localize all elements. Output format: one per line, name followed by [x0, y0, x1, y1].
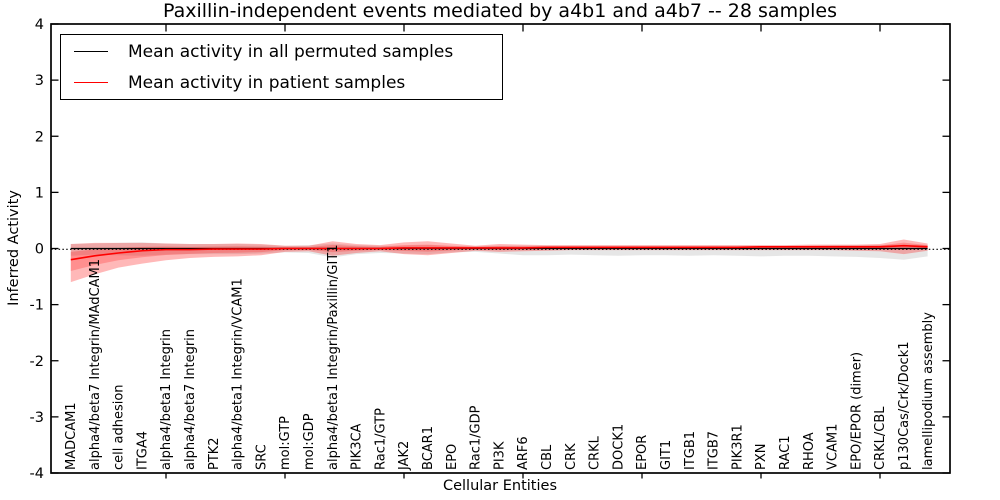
legend: Mean activity in all permuted samples Me… — [60, 34, 503, 100]
entity-label: RAC1 — [778, 435, 793, 470]
legend-label-patient: Mean activity in patient samples — [128, 72, 406, 93]
entity-label: CRKL — [588, 435, 603, 470]
entity-label: EPOR — [635, 435, 650, 470]
y-tick-label: 0 — [35, 242, 44, 258]
entity-label: lamellipodium assembly — [921, 312, 936, 470]
y-tick-label: -1 — [30, 298, 44, 314]
patient-band — [70, 239, 928, 283]
entity-label: alpha4/beta1 Integrin/Paxillin/GIT1 — [326, 244, 341, 470]
entity-label: CRKL/CBL — [873, 406, 888, 470]
entity-label: VCAM1 — [826, 424, 841, 470]
entity-label: mol:GTP — [278, 416, 293, 470]
entity-label: CBL — [540, 444, 555, 470]
entity-label: ITGB7 — [707, 431, 722, 470]
entity-label: PIK3CA — [350, 423, 365, 470]
entity-label: PI3K — [492, 441, 507, 470]
entity-label: MADCAM1 — [64, 402, 79, 470]
legend-label-permuted: Mean activity in all permuted samples — [128, 41, 454, 62]
y-tick-label: -2 — [30, 354, 44, 370]
y-tick-label: -3 — [30, 410, 44, 426]
entity-label: ITGA4 — [135, 431, 150, 470]
entity-label: alpha4/beta7 Integrin — [183, 329, 198, 470]
y-tick-label: 4 — [35, 17, 44, 33]
entity-label: GIT1 — [659, 440, 674, 470]
chart-title: Paxillin-independent events mediated by … — [162, 0, 838, 22]
entity-label: PTK2 — [207, 437, 222, 470]
y-tick-label: -4 — [30, 466, 44, 482]
entity-label: ARF6 — [516, 436, 531, 470]
y-tick-label: 3 — [35, 73, 44, 89]
y-tick-label: 2 — [35, 129, 44, 145]
y-axis-label: Inferred Activity — [6, 190, 22, 306]
entity-label: alpha4/beta1 Integrin/VCAM1 — [231, 278, 246, 470]
entity-label: RHOA — [802, 432, 817, 470]
legend-item-patient: Mean activity in patient samples — [61, 70, 502, 96]
y-tick-label: 1 — [35, 185, 44, 201]
entity-label: Rac1/GTP — [373, 408, 388, 470]
entity-label: PXN — [754, 444, 769, 470]
entity-label: alpha4/beta1 Integrin — [159, 329, 174, 470]
entity-label: SRC — [254, 444, 269, 470]
entity-label: EPO — [445, 444, 460, 470]
permuted-line-swatch — [74, 51, 108, 52]
entity-label: alpha4/beta7 Integrin/MAdCAM1 — [88, 259, 103, 470]
entity-label: JAK2 — [397, 441, 412, 471]
entity-label: mol:GDP — [302, 413, 317, 470]
legend-item-permuted: Mean activity in all permuted samples — [61, 39, 502, 65]
entity-label: p130Cas/Crk/Dock1 — [897, 341, 912, 470]
x-axis-label: Cellular Entities — [442, 478, 558, 494]
patient-mean-line — [70, 244, 928, 261]
entity-label: EPO/EPOR (dimer) — [849, 352, 864, 470]
entity-label: BCAR1 — [421, 426, 436, 470]
entity-label: CRK — [564, 443, 579, 470]
patient-band-inner — [70, 242, 928, 271]
entity-label: Rac1/GDP — [469, 405, 484, 470]
entity-label: PIK3R1 — [730, 424, 745, 470]
entity-label: cell adhesion — [112, 384, 127, 470]
entity-label: DOCK1 — [611, 424, 626, 470]
entity-label: ITGB1 — [683, 431, 698, 470]
patient-line-swatch — [74, 82, 108, 83]
